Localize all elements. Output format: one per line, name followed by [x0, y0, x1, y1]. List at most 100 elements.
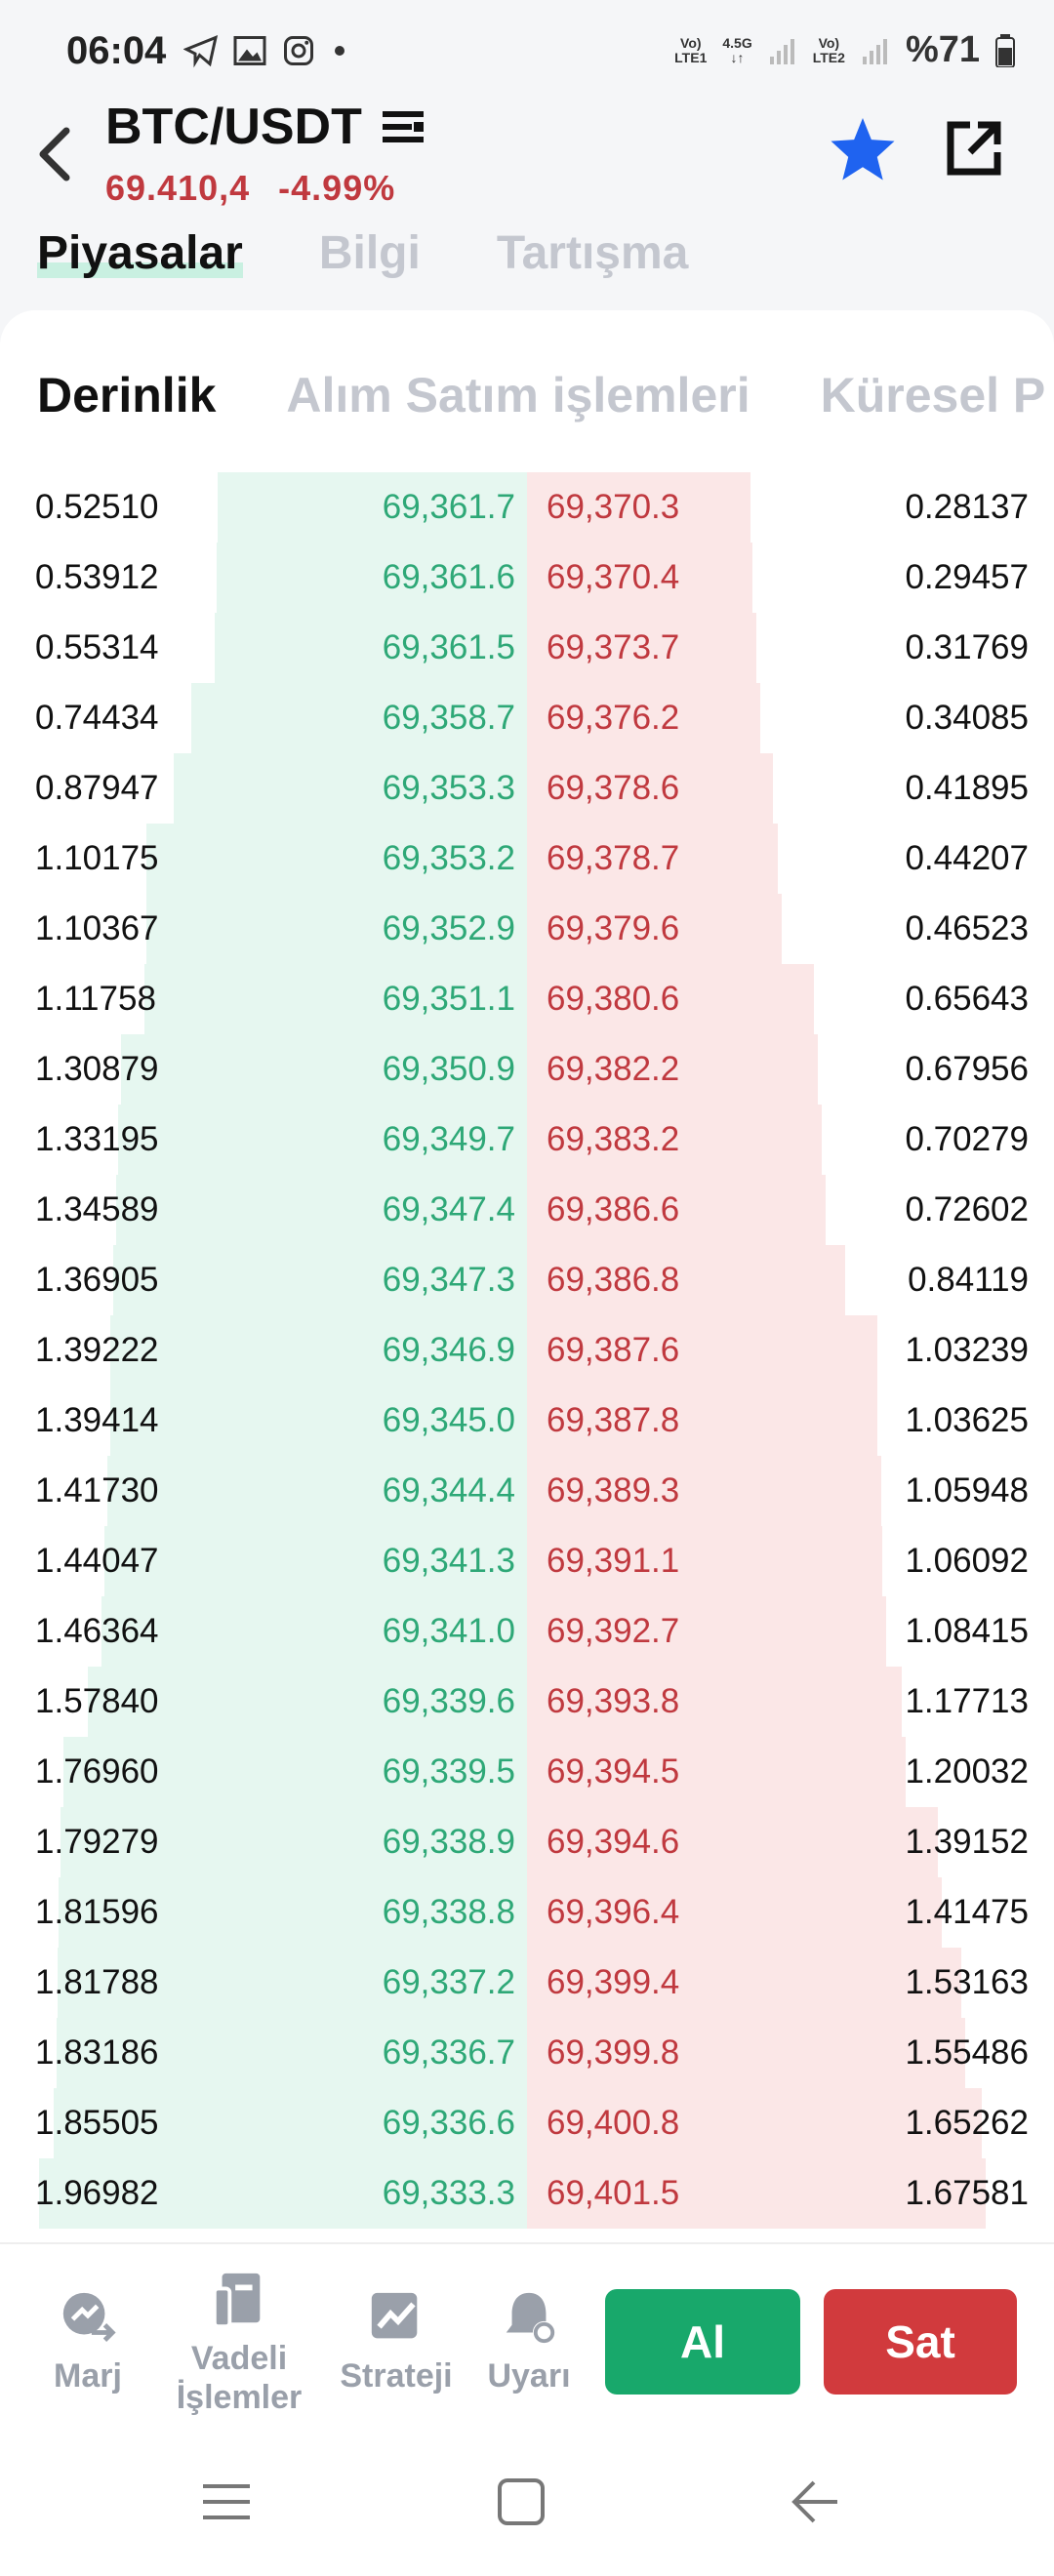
ask-price: 69,391.1	[547, 1542, 680, 1580]
orderbook-row[interactable]: 1.96982 69,333.3 69,401.5 1.67581	[0, 2158, 1054, 2229]
orderbook-row[interactable]: 1.39414 69,345.0 69,387.8 1.03625	[0, 1386, 1054, 1456]
ask-depth-bar	[527, 472, 750, 543]
orderbook-row[interactable]: 0.55314 69,361.5 69,373.7 0.31769	[0, 613, 1054, 683]
orderbook-row[interactable]: 0.53912 69,361.6 69,370.4 0.29457	[0, 543, 1054, 613]
orderbook-row[interactable]: 1.36905 69,347.3 69,386.8 0.84119	[0, 1245, 1054, 1315]
orderbook-row[interactable]: 1.33195 69,349.7 69,383.2 0.70279	[0, 1105, 1054, 1175]
orderbook-row[interactable]: 1.81596 69,338.8 69,396.4 1.41475	[0, 1877, 1054, 1948]
bid-quantity: 0.87947	[35, 769, 159, 807]
home-icon[interactable]	[496, 2476, 547, 2527]
bid-price: 69,341.3	[382, 1542, 515, 1580]
bid-price: 69,349.7	[382, 1120, 515, 1158]
bid-depth-bar	[144, 964, 527, 1034]
ask-price: 69,400.8	[547, 2104, 680, 2142]
tab-bilgi[interactable]: Bilgi	[318, 227, 421, 279]
bid-price: 69,341.0	[382, 1612, 515, 1650]
orderbook-row[interactable]: 0.87947 69,353.3 69,378.6 0.41895	[0, 753, 1054, 824]
orderbook-row[interactable]: 1.30879 69,350.9 69,382.2 0.67956	[0, 1034, 1054, 1105]
bid-depth-bar	[110, 1386, 527, 1456]
orderbook-row[interactable]: 1.57840 69,339.6 69,393.8 1.17713	[0, 1667, 1054, 1737]
subtab-kuresel[interactable]: Küresel P	[820, 368, 1046, 423]
back-arrow-icon[interactable]	[35, 125, 74, 183]
ask-price: 69,378.7	[547, 839, 680, 877]
orderbook-row[interactable]: 1.41730 69,344.4 69,389.3 1.05948	[0, 1456, 1054, 1526]
ask-depth-bar	[527, 1877, 942, 1948]
bid-depth-bar	[54, 2088, 527, 2158]
ask-quantity: 1.08415	[905, 1612, 1029, 1650]
ask-depth-bar	[527, 2088, 982, 2158]
ask-quantity: 0.41895	[905, 769, 1029, 807]
subtab-derinlik[interactable]: Derinlik	[37, 368, 217, 423]
status-bar: 06:04 Vo) LTE1 4.5G ↓↑ Vo) LTE2 %71	[0, 0, 1054, 107]
bid-quantity: 0.53912	[35, 558, 159, 596]
orderbook-row[interactable]: 1.76960 69,339.5 69,394.5 1.20032	[0, 1737, 1054, 1807]
subtab-alim-satim[interactable]: Alım Satım işlemleri	[286, 368, 750, 423]
buy-button[interactable]: Al	[605, 2289, 800, 2395]
orderbook-row[interactable]: 1.10175 69,353.2 69,378.7 0.44207	[0, 824, 1054, 894]
bid-price: 69,346.9	[382, 1331, 515, 1369]
bid-depth-bar	[107, 1456, 527, 1526]
orderbook-row[interactable]: 1.83186 69,336.7 69,399.8 1.55486	[0, 2018, 1054, 2088]
share-external-icon[interactable]	[943, 117, 1005, 180]
strategy-chart-icon	[371, 2292, 418, 2339]
orderbook-row[interactable]: 1.39222 69,346.9 69,387.6 1.03239	[0, 1315, 1054, 1386]
marj-button[interactable]: Marj	[49, 2287, 127, 2395]
ask-price: 69,389.3	[547, 1471, 680, 1509]
strateji-button[interactable]: Strateji	[336, 2287, 457, 2395]
orderbook-row[interactable]: 1.10367 69,352.9 69,379.6 0.46523	[0, 894, 1054, 964]
tab-tartisma[interactable]: Tartışma	[496, 227, 689, 279]
pair-title[interactable]: BTC/USDT	[105, 99, 362, 155]
favorite-star-icon[interactable]	[828, 115, 898, 181]
bid-price: 69,336.6	[382, 2104, 515, 2142]
ask-price: 69,370.3	[547, 488, 680, 526]
bid-quantity: 1.10367	[35, 909, 159, 947]
bid-price: 69,347.3	[382, 1261, 515, 1299]
status-right: Vo) LTE1 4.5G ↓↑ Vo) LTE2 %71	[674, 29, 1015, 71]
recent-apps-icon[interactable]	[201, 2476, 252, 2527]
pair-list-icon[interactable]	[383, 109, 424, 144]
ask-quantity: 1.41475	[905, 1893, 1029, 1931]
telegram-icon	[183, 35, 219, 68]
bid-depth-bar	[101, 1596, 527, 1667]
bid-depth-bar	[215, 613, 527, 683]
uyari-button[interactable]: Uyarı	[482, 2287, 576, 2395]
ask-depth-bar	[527, 1105, 822, 1175]
bid-price: 69,353.3	[382, 769, 515, 807]
back-nav-icon[interactable]	[789, 2476, 841, 2527]
orderbook-row[interactable]: 1.46364 69,341.0 69,392.7 1.08415	[0, 1596, 1054, 1667]
orderbook-row[interactable]: 0.74434 69,358.7 69,376.2 0.34085	[0, 683, 1054, 753]
ask-quantity: 0.31769	[905, 628, 1029, 666]
bid-quantity: 1.46364	[35, 1612, 159, 1650]
orderbook-row[interactable]: 1.44047 69,341.3 69,391.1 1.06092	[0, 1526, 1054, 1596]
bid-quantity: 0.55314	[35, 628, 159, 666]
ask-price: 69,379.6	[547, 909, 680, 947]
marj-icon	[62, 2292, 116, 2342]
orderbook-row[interactable]: 0.52510 69,361.7 69,370.3 0.28137	[0, 472, 1054, 543]
order-book: 0.52510 69,361.7 69,370.3 0.28137 0.53912 69,…	[0, 472, 1054, 2242]
ask-depth-bar	[527, 1948, 961, 2018]
orderbook-row[interactable]: 1.85505 69,336.6 69,400.8 1.65262	[0, 2088, 1054, 2158]
orderbook-row[interactable]: 1.79279 69,338.9 69,394.6 1.39152	[0, 1807, 1054, 1877]
orderbook-row[interactable]: 1.11758 69,351.1 69,380.6 0.65643	[0, 964, 1054, 1034]
ask-price: 69,376.2	[547, 699, 680, 737]
system-nav-bar	[0, 2437, 1054, 2576]
bid-price: 69,339.5	[382, 1752, 515, 1791]
header: BTC/USDT 69.410,4 -4.99%	[0, 98, 1054, 224]
ask-quantity: 1.03239	[905, 1331, 1029, 1369]
ask-price: 69,396.4	[547, 1893, 680, 1931]
bid-price: 69,336.7	[382, 2033, 515, 2072]
ask-price: 69,399.4	[547, 1963, 680, 2001]
sell-button[interactable]: Sat	[824, 2289, 1017, 2395]
ask-depth-bar	[527, 964, 814, 1034]
bid-price: 69,345.0	[382, 1401, 515, 1439]
sub-tabs: Derinlik Alım Satım işlemleri Küresel P	[37, 367, 1045, 423]
vadeli-button[interactable]: Vadeli İşlemler	[176, 2270, 303, 2417]
bid-quantity: 1.10175	[35, 839, 159, 877]
tab-piyasalar[interactable]: Piyasalar	[37, 227, 243, 279]
ask-price: 69,393.8	[547, 1682, 680, 1720]
orderbook-row[interactable]: 1.81788 69,337.2 69,399.4 1.53163	[0, 1948, 1054, 2018]
orderbook-row[interactable]: 1.34589 69,347.4 69,386.6 0.72602	[0, 1175, 1054, 1245]
bid-depth-bar	[146, 824, 527, 894]
ask-price: 69,399.8	[547, 2033, 680, 2072]
bid-quantity: 1.33195	[35, 1120, 159, 1158]
